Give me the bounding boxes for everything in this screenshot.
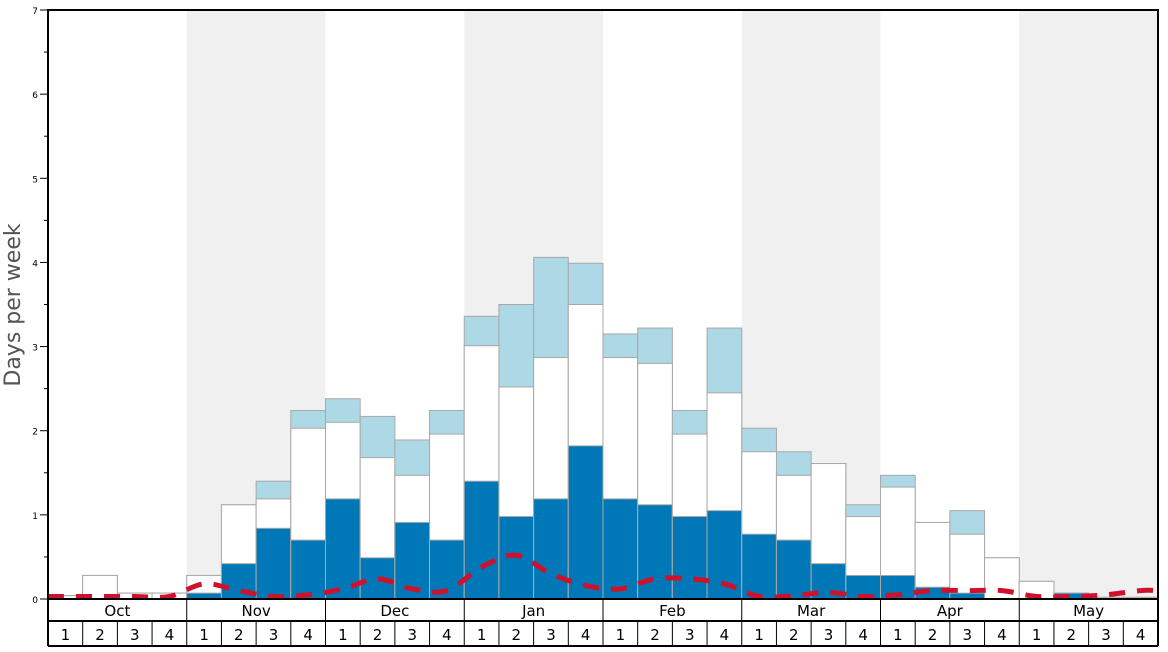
bar-dark bbox=[637, 504, 673, 600]
month-label: Nov bbox=[241, 602, 270, 620]
month-label: Jan bbox=[521, 602, 545, 620]
bar-dark bbox=[602, 498, 639, 600]
week-bar-group bbox=[429, 410, 465, 600]
week-label: 4 bbox=[165, 626, 175, 644]
week-bar-group bbox=[775, 451, 812, 600]
week-label: 2 bbox=[512, 626, 522, 644]
week-bar-group bbox=[325, 398, 361, 600]
bar-dark bbox=[290, 539, 326, 600]
week-label: 1 bbox=[754, 626, 764, 644]
week-bar-group bbox=[914, 521, 951, 600]
y-axis-label: Days per week bbox=[1, 223, 26, 386]
week-label: 2 bbox=[1067, 626, 1077, 644]
week-label: 4 bbox=[720, 626, 730, 644]
week-label: 4 bbox=[303, 626, 313, 644]
week-bar-group bbox=[637, 327, 673, 600]
week-bar-group bbox=[949, 510, 986, 600]
week-label: 4 bbox=[1136, 626, 1146, 644]
y-tick-label: 3 bbox=[32, 344, 38, 354]
week-label: 1 bbox=[199, 626, 209, 644]
month-label: Feb bbox=[659, 602, 686, 620]
week-label: 1 bbox=[338, 626, 348, 644]
week-bar-group bbox=[671, 410, 708, 600]
bars bbox=[47, 256, 1159, 600]
bar-dark bbox=[741, 533, 777, 600]
bar-dark bbox=[394, 521, 431, 600]
week-bar-group bbox=[498, 304, 535, 600]
week-bar-group bbox=[220, 504, 257, 600]
x-axis: Oct 1 2 3 4 Nov 1 2 3 4 Dec 1 2 3 4 Jan 1 2 3 4 Feb 1 2 3 4 Mar 1 2… bbox=[47, 599, 1159, 647]
week-bar-group bbox=[810, 463, 847, 600]
bar-dark bbox=[671, 516, 708, 600]
week-bar-group bbox=[706, 327, 743, 600]
week-bar-group bbox=[602, 333, 639, 600]
week-label: 2 bbox=[234, 626, 244, 644]
week-bar-group bbox=[255, 480, 292, 600]
week-label: 2 bbox=[373, 626, 383, 644]
week-label: 1 bbox=[1032, 626, 1042, 644]
week-bar-group bbox=[533, 256, 569, 600]
bar-dark bbox=[567, 445, 604, 600]
y-tick-label: 4 bbox=[32, 259, 38, 269]
bar-dark bbox=[463, 480, 500, 600]
bar-dark bbox=[498, 516, 535, 600]
week-label: 3 bbox=[685, 626, 695, 644]
week-label: 2 bbox=[650, 626, 660, 644]
week-label: 1 bbox=[61, 626, 71, 644]
week-label: 3 bbox=[407, 626, 417, 644]
week-bar-group bbox=[567, 262, 604, 600]
series-line bbox=[48, 552, 1159, 600]
bar-dark bbox=[255, 527, 292, 600]
bar-white bbox=[914, 521, 951, 600]
y-tick-label: 0 bbox=[32, 596, 38, 606]
y-tick-label: 6 bbox=[32, 91, 38, 101]
week-bar-group bbox=[845, 504, 881, 600]
week-label: 2 bbox=[95, 626, 105, 644]
week-label: 3 bbox=[546, 626, 556, 644]
week-label: 2 bbox=[928, 626, 938, 644]
dashed-line-layer bbox=[48, 552, 1159, 600]
bar-dark bbox=[533, 498, 569, 600]
month-label: Mar bbox=[797, 602, 826, 620]
week-bar-group bbox=[394, 439, 431, 600]
week-label: 3 bbox=[824, 626, 834, 644]
week-bar-group bbox=[880, 474, 916, 600]
week-label: 3 bbox=[962, 626, 972, 644]
bar-dark bbox=[359, 557, 396, 600]
week-bar-group bbox=[290, 410, 326, 600]
month-label: Apr bbox=[937, 602, 964, 620]
month-label: May bbox=[1073, 602, 1104, 620]
week-label: 1 bbox=[893, 626, 903, 644]
month-label: Dec bbox=[380, 602, 409, 620]
week-label: 1 bbox=[616, 626, 626, 644]
week-label: 4 bbox=[442, 626, 452, 644]
week-label: 4 bbox=[581, 626, 591, 644]
week-label: 3 bbox=[269, 626, 279, 644]
y-tick-label: 5 bbox=[32, 175, 38, 185]
week-label: 4 bbox=[858, 626, 868, 644]
week-label: 3 bbox=[130, 626, 140, 644]
y-tick-label: 1 bbox=[32, 512, 38, 522]
month-label: Oct bbox=[104, 602, 130, 620]
y-tick-label: 2 bbox=[32, 428, 38, 438]
y-tick-label: 7 bbox=[32, 7, 38, 17]
week-label: 1 bbox=[477, 626, 487, 644]
bar-dark bbox=[775, 539, 812, 600]
week-bar-group bbox=[741, 427, 777, 600]
week-label: 3 bbox=[1101, 626, 1111, 644]
month-shade bbox=[1019, 10, 1158, 599]
week-label: 4 bbox=[997, 626, 1007, 644]
week-bar-group bbox=[359, 415, 396, 600]
week-bar-group bbox=[463, 315, 500, 600]
week-label: 2 bbox=[789, 626, 799, 644]
